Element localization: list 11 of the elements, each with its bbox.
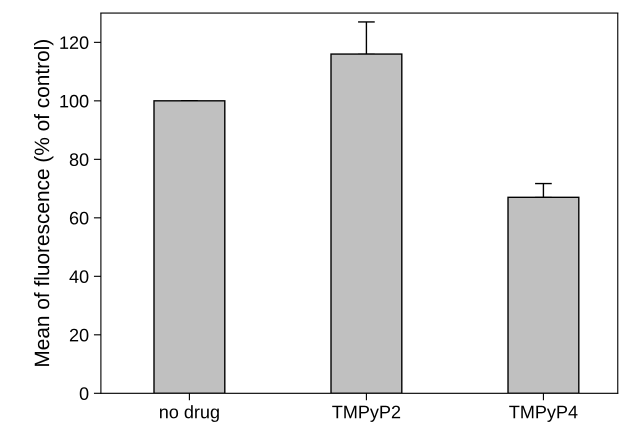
y-tick-label: 120 [60,36,88,50]
y-tick-label: 20 [70,328,88,342]
y-tick-label: 80 [70,153,88,166]
y-axis-title: Mean of fluorescence (% of control) [34,40,54,366]
y-tick-label: 40 [69,270,88,284]
y-tick-label: 100 [60,94,88,108]
x-tick-label: no drug [160,405,219,422]
x-tick-label: TMPyP2 [332,406,400,422]
y-tick-label: 60 [70,212,88,225]
y-tick-label: 0 [80,387,88,400]
x-tick-label: TMPyP4 [509,406,578,422]
